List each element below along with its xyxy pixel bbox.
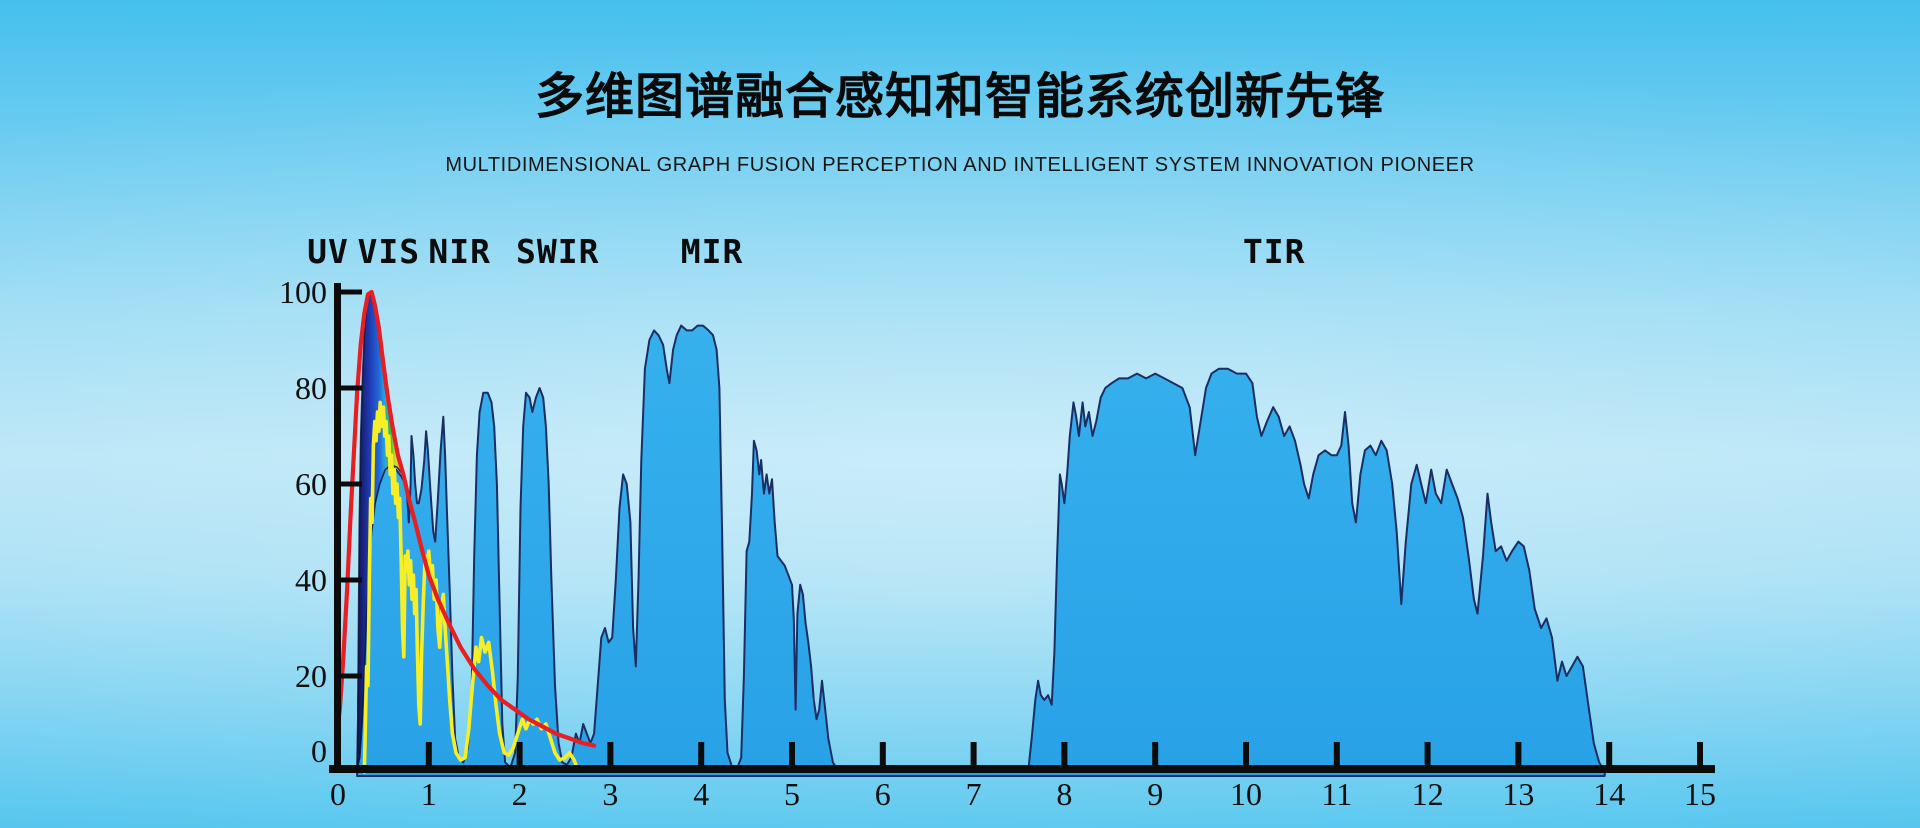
band-label-tir: TIR xyxy=(1243,232,1306,271)
x-axis xyxy=(329,765,1715,773)
x-tick-label: 2 xyxy=(512,776,528,812)
x-tick xyxy=(698,742,705,766)
x-tick xyxy=(1333,742,1340,766)
x-tick-label: 10 xyxy=(1230,776,1262,812)
y-tick-label: 0 xyxy=(311,733,327,769)
blackbody-curve xyxy=(334,289,597,748)
x-tick-label: 5 xyxy=(784,776,800,812)
x-tick-label: 15 xyxy=(1684,776,1716,812)
x-tick xyxy=(1061,742,1068,766)
x-tick xyxy=(1515,742,1522,766)
x-tick xyxy=(607,742,614,766)
y-tick-label: 40 xyxy=(295,562,327,598)
x-tick xyxy=(1697,742,1703,766)
x-tick xyxy=(1243,742,1249,766)
x-tick-label: 0 xyxy=(330,776,346,812)
x-tick-label: 7 xyxy=(966,776,982,812)
x-tick xyxy=(970,742,977,766)
x-tick-label: 8 xyxy=(1056,776,1072,812)
x-tick-label: 4 xyxy=(693,776,709,812)
y-tick xyxy=(341,481,362,487)
y-axis xyxy=(334,283,341,773)
y-tick-label: 80 xyxy=(295,370,327,406)
y-tick-label: 20 xyxy=(295,658,327,694)
x-tick-label: 14 xyxy=(1593,776,1625,812)
y-tick-label: 100 xyxy=(279,274,327,310)
x-tick-label: 13 xyxy=(1502,776,1534,812)
page-title: 多维图谱融合感知和智能系统创新先锋 xyxy=(534,70,1385,124)
y-tick xyxy=(341,577,362,583)
x-tick-label: 1 xyxy=(421,776,437,812)
band-label-nir: NIR xyxy=(428,232,491,271)
x-tick xyxy=(1424,742,1431,766)
x-tick xyxy=(516,742,523,766)
transmission-area xyxy=(356,324,1606,777)
x-tick-label: 12 xyxy=(1412,776,1444,812)
y-tick xyxy=(341,289,362,295)
x-tick-label: 6 xyxy=(875,776,891,812)
x-tick-label: 3 xyxy=(602,776,618,812)
page-subtitle: MULTIDIMENSIONAL GRAPH FUSION PERCEPTION… xyxy=(445,154,1475,176)
band-label-uv: UV xyxy=(307,232,349,271)
x-tick xyxy=(789,742,795,766)
x-tick xyxy=(1606,742,1613,766)
x-tick xyxy=(1152,742,1159,766)
x-tick xyxy=(879,742,886,766)
band-label-swir: SWIR xyxy=(516,232,599,271)
x-tick-label: 11 xyxy=(1321,776,1352,812)
y-tick-label: 60 xyxy=(295,466,327,502)
x-tick xyxy=(425,742,432,766)
y-tick xyxy=(341,385,362,391)
y-tick xyxy=(341,673,362,679)
x-tick-label: 9 xyxy=(1147,776,1163,812)
band-label-mir: MIR xyxy=(681,232,744,271)
band-label-vis: VIS xyxy=(358,232,421,271)
